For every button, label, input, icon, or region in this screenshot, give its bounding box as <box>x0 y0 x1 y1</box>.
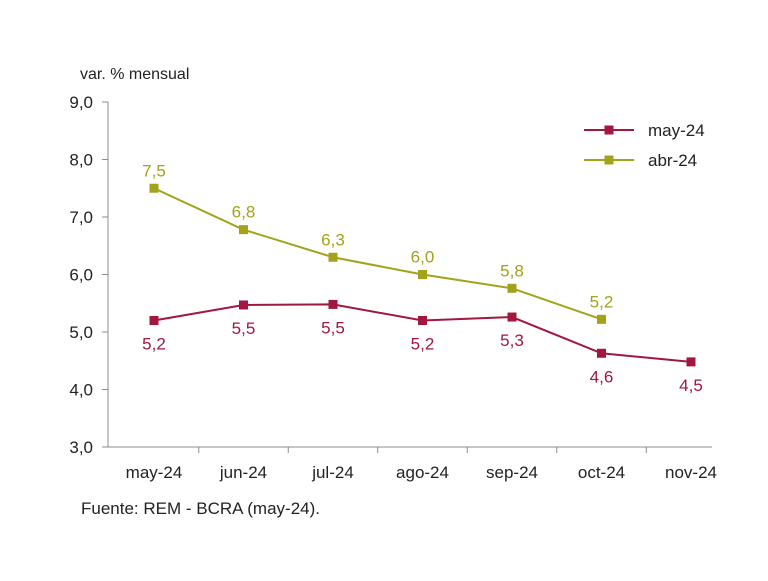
data-point <box>149 316 159 325</box>
x-tick-label: may-24 <box>126 463 183 482</box>
data-point <box>239 300 248 310</box>
series-may-24: 5,2 5,5 5,5 5,2 5,3 4,6 4,5 <box>142 299 703 395</box>
axes: 3,0 4,0 5,0 6,0 7,0 8,0 9,0 may-24 jun-24 jul-24 a… <box>69 93 717 482</box>
data-label: 6,3 <box>321 230 345 249</box>
y-tick-label: 7,0 <box>69 208 93 227</box>
data-label: 5,3 <box>500 331 524 350</box>
data-label: 4,6 <box>590 367 614 386</box>
data-point <box>507 312 517 322</box>
data-label: 5,8 <box>500 261 524 280</box>
legend-entry: may-24 <box>584 121 705 140</box>
data-point <box>328 299 338 309</box>
y-tick-label: 9,0 <box>69 93 93 112</box>
x-tick-label: jul-24 <box>311 463 354 482</box>
data-point <box>328 252 338 262</box>
legend-marker <box>604 125 614 135</box>
data-point <box>149 183 159 193</box>
data-point <box>239 225 248 235</box>
data-label: 4,5 <box>679 376 703 395</box>
data-point <box>686 357 696 367</box>
y-tick-label: 8,0 <box>69 151 93 170</box>
y-tick-label: 5,0 <box>69 323 93 342</box>
data-label: 5,2 <box>411 335 435 354</box>
x-tick-label: oct-24 <box>578 463 625 482</box>
series-line <box>153 187 602 321</box>
x-tick-label: jun-24 <box>219 463 267 482</box>
y-axis-label: var. % mensual <box>80 66 189 83</box>
data-label: 6,0 <box>411 248 435 267</box>
series-layer: 5,2 5,5 5,5 5,2 5,3 4,6 4,5 7,5 6,8 6,3 6,0 5,8 5,2 <box>142 161 703 395</box>
legend-entry: abr-24 <box>584 151 697 170</box>
x-tick-label: ago-24 <box>396 463 449 482</box>
x-tick-label: nov-24 <box>665 463 717 482</box>
data-label: 5,2 <box>590 292 614 311</box>
data-label: 5,2 <box>142 335 166 354</box>
data-point <box>597 348 606 358</box>
series-abr-24: 7,5 6,8 6,3 6,0 5,8 5,2 <box>142 161 613 324</box>
x-tick-label: sep-24 <box>486 463 538 482</box>
legend-marker <box>604 155 614 165</box>
data-label: 6,8 <box>232 203 256 222</box>
y-tick-label: 4,0 <box>69 381 93 400</box>
y-tick-label: 3,0 <box>69 438 93 457</box>
source-note: Fuente: REM - BCRA (may-24). <box>81 499 320 518</box>
data-point <box>418 316 427 325</box>
data-point <box>507 283 517 293</box>
legend: may-24 abr-24 <box>584 121 705 170</box>
data-point <box>418 270 427 279</box>
legend-label: may-24 <box>648 121 705 140</box>
data-label: 5,5 <box>321 318 345 337</box>
data-point <box>597 314 606 324</box>
data-label: 7,5 <box>142 161 166 180</box>
data-label: 5,5 <box>232 319 256 338</box>
y-tick-label: 6,0 <box>69 266 93 285</box>
legend-label: abr-24 <box>648 151 697 170</box>
